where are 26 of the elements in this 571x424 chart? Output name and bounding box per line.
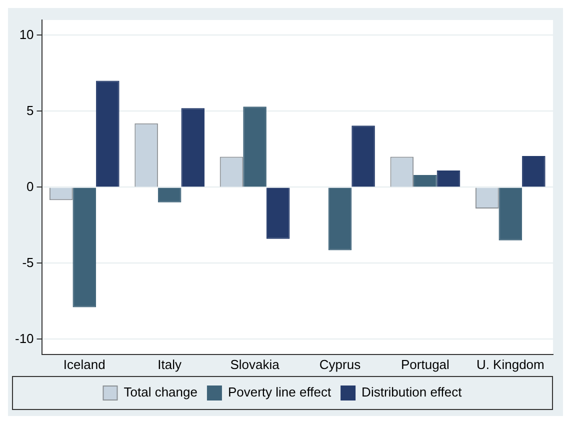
y-tick-label: -5 <box>22 254 34 270</box>
legend-label: Distribution effect <box>362 384 462 400</box>
bar <box>522 156 546 187</box>
x-tick-label: Iceland <box>63 356 106 372</box>
legend-label: Poverty line effect <box>228 384 332 400</box>
x-tick-label: Cyprus <box>319 356 362 372</box>
bar <box>414 175 437 187</box>
bar <box>436 170 460 187</box>
legend-label: Total change <box>124 384 198 400</box>
bar <box>498 188 522 240</box>
y-tick-label: 10 <box>19 26 34 42</box>
x-tick-label: Slovakia <box>230 356 280 372</box>
bar <box>158 188 182 202</box>
x-tick-label: Italy <box>158 356 182 372</box>
y-tick-label: 5 <box>26 102 34 118</box>
bar <box>352 126 375 187</box>
y-tick-label: -10 <box>14 330 34 346</box>
bar <box>72 188 96 308</box>
x-tick-label: Portugal <box>400 356 450 372</box>
bar <box>181 108 205 187</box>
bar <box>96 80 120 187</box>
y-tick-label: 0 <box>26 178 34 194</box>
bar <box>266 188 290 239</box>
x-tick-label: U. Kingdom <box>476 356 544 372</box>
bar <box>243 106 266 187</box>
bar <box>328 188 352 250</box>
